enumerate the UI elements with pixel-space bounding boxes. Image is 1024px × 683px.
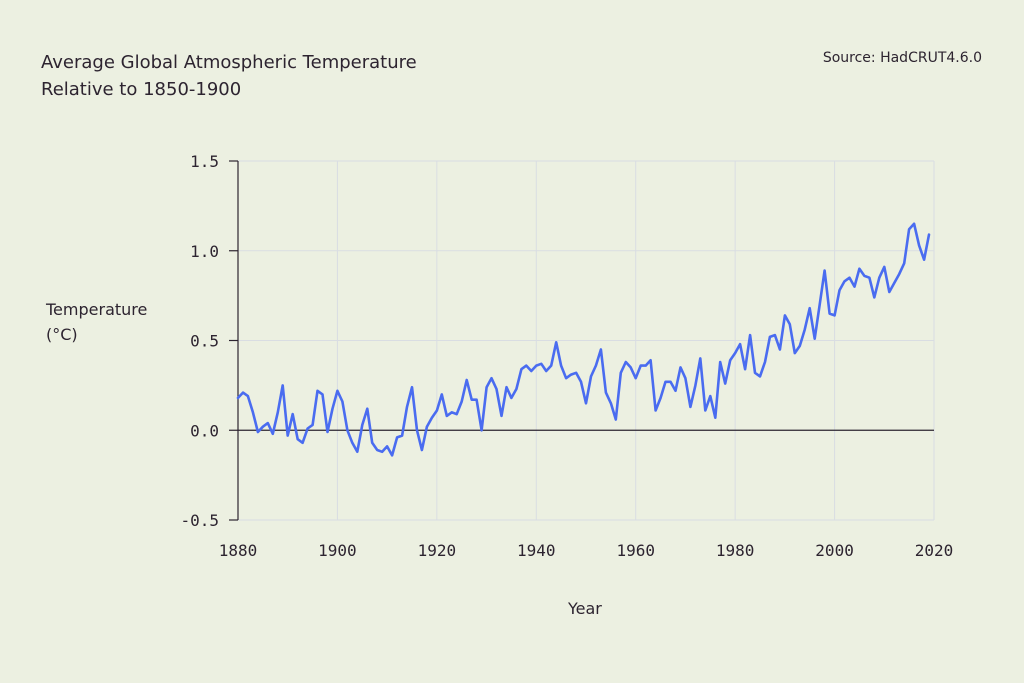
y-tick-label-2: 0.5: [190, 332, 219, 351]
x-tick-label-1900: 1900: [318, 541, 357, 560]
chart-title-line-1: Average Global Atmospheric Temperature: [41, 52, 417, 73]
x-tick-label-1940: 1940: [517, 541, 556, 560]
y-axis-label-line-2: (°C): [46, 325, 78, 344]
x-tick-label-2020: 2020: [915, 541, 954, 560]
y-tick-label-3: 1.0: [190, 242, 219, 261]
source-note: Source: HadCRUT4.6.0: [822, 50, 982, 66]
x-tick-label-1920: 1920: [418, 541, 457, 560]
y-tick-label-0: -0.5: [180, 511, 219, 530]
grid-layer: [238, 160, 935, 521]
y-axis-label: Temperature (°C): [46, 297, 147, 347]
y-tick-label-4: 1.5: [190, 152, 219, 171]
chart-title: Average Global Atmospheric Temperature R…: [41, 49, 417, 103]
tick-label-layer: -0.5 0.0 0.5 1.0 1.5 1880 1900 1920 1940 1960 1980…: [180, 152, 953, 560]
y-axis-label-line-1: Temperature: [46, 300, 148, 319]
axis-layer: [229, 160, 934, 521]
x-tick-label-1880: 1880: [219, 541, 258, 560]
series-layer: [236, 222, 931, 457]
temperature-series-line: [236, 222, 931, 457]
x-tick-label-1960: 1960: [616, 541, 655, 560]
chart-title-line-2: Relative to 1850-1900: [41, 79, 242, 100]
x-tick-label-1980: 1980: [716, 541, 755, 560]
x-tick-label-2000: 2000: [815, 541, 854, 560]
y-tick-label-1: 0.0: [190, 421, 219, 440]
x-axis-label: Year: [568, 599, 602, 618]
